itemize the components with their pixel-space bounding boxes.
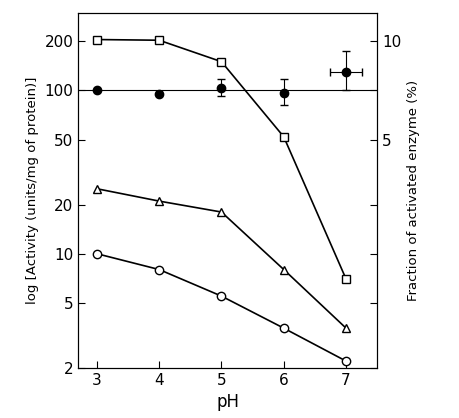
Y-axis label: Fraction of activated enzyme (%): Fraction of activated enzyme (%) [406, 79, 419, 301]
Y-axis label: log [Activity (units/mg of protein)]: log [Activity (units/mg of protein)] [26, 76, 39, 304]
X-axis label: pH: pH [216, 393, 239, 411]
